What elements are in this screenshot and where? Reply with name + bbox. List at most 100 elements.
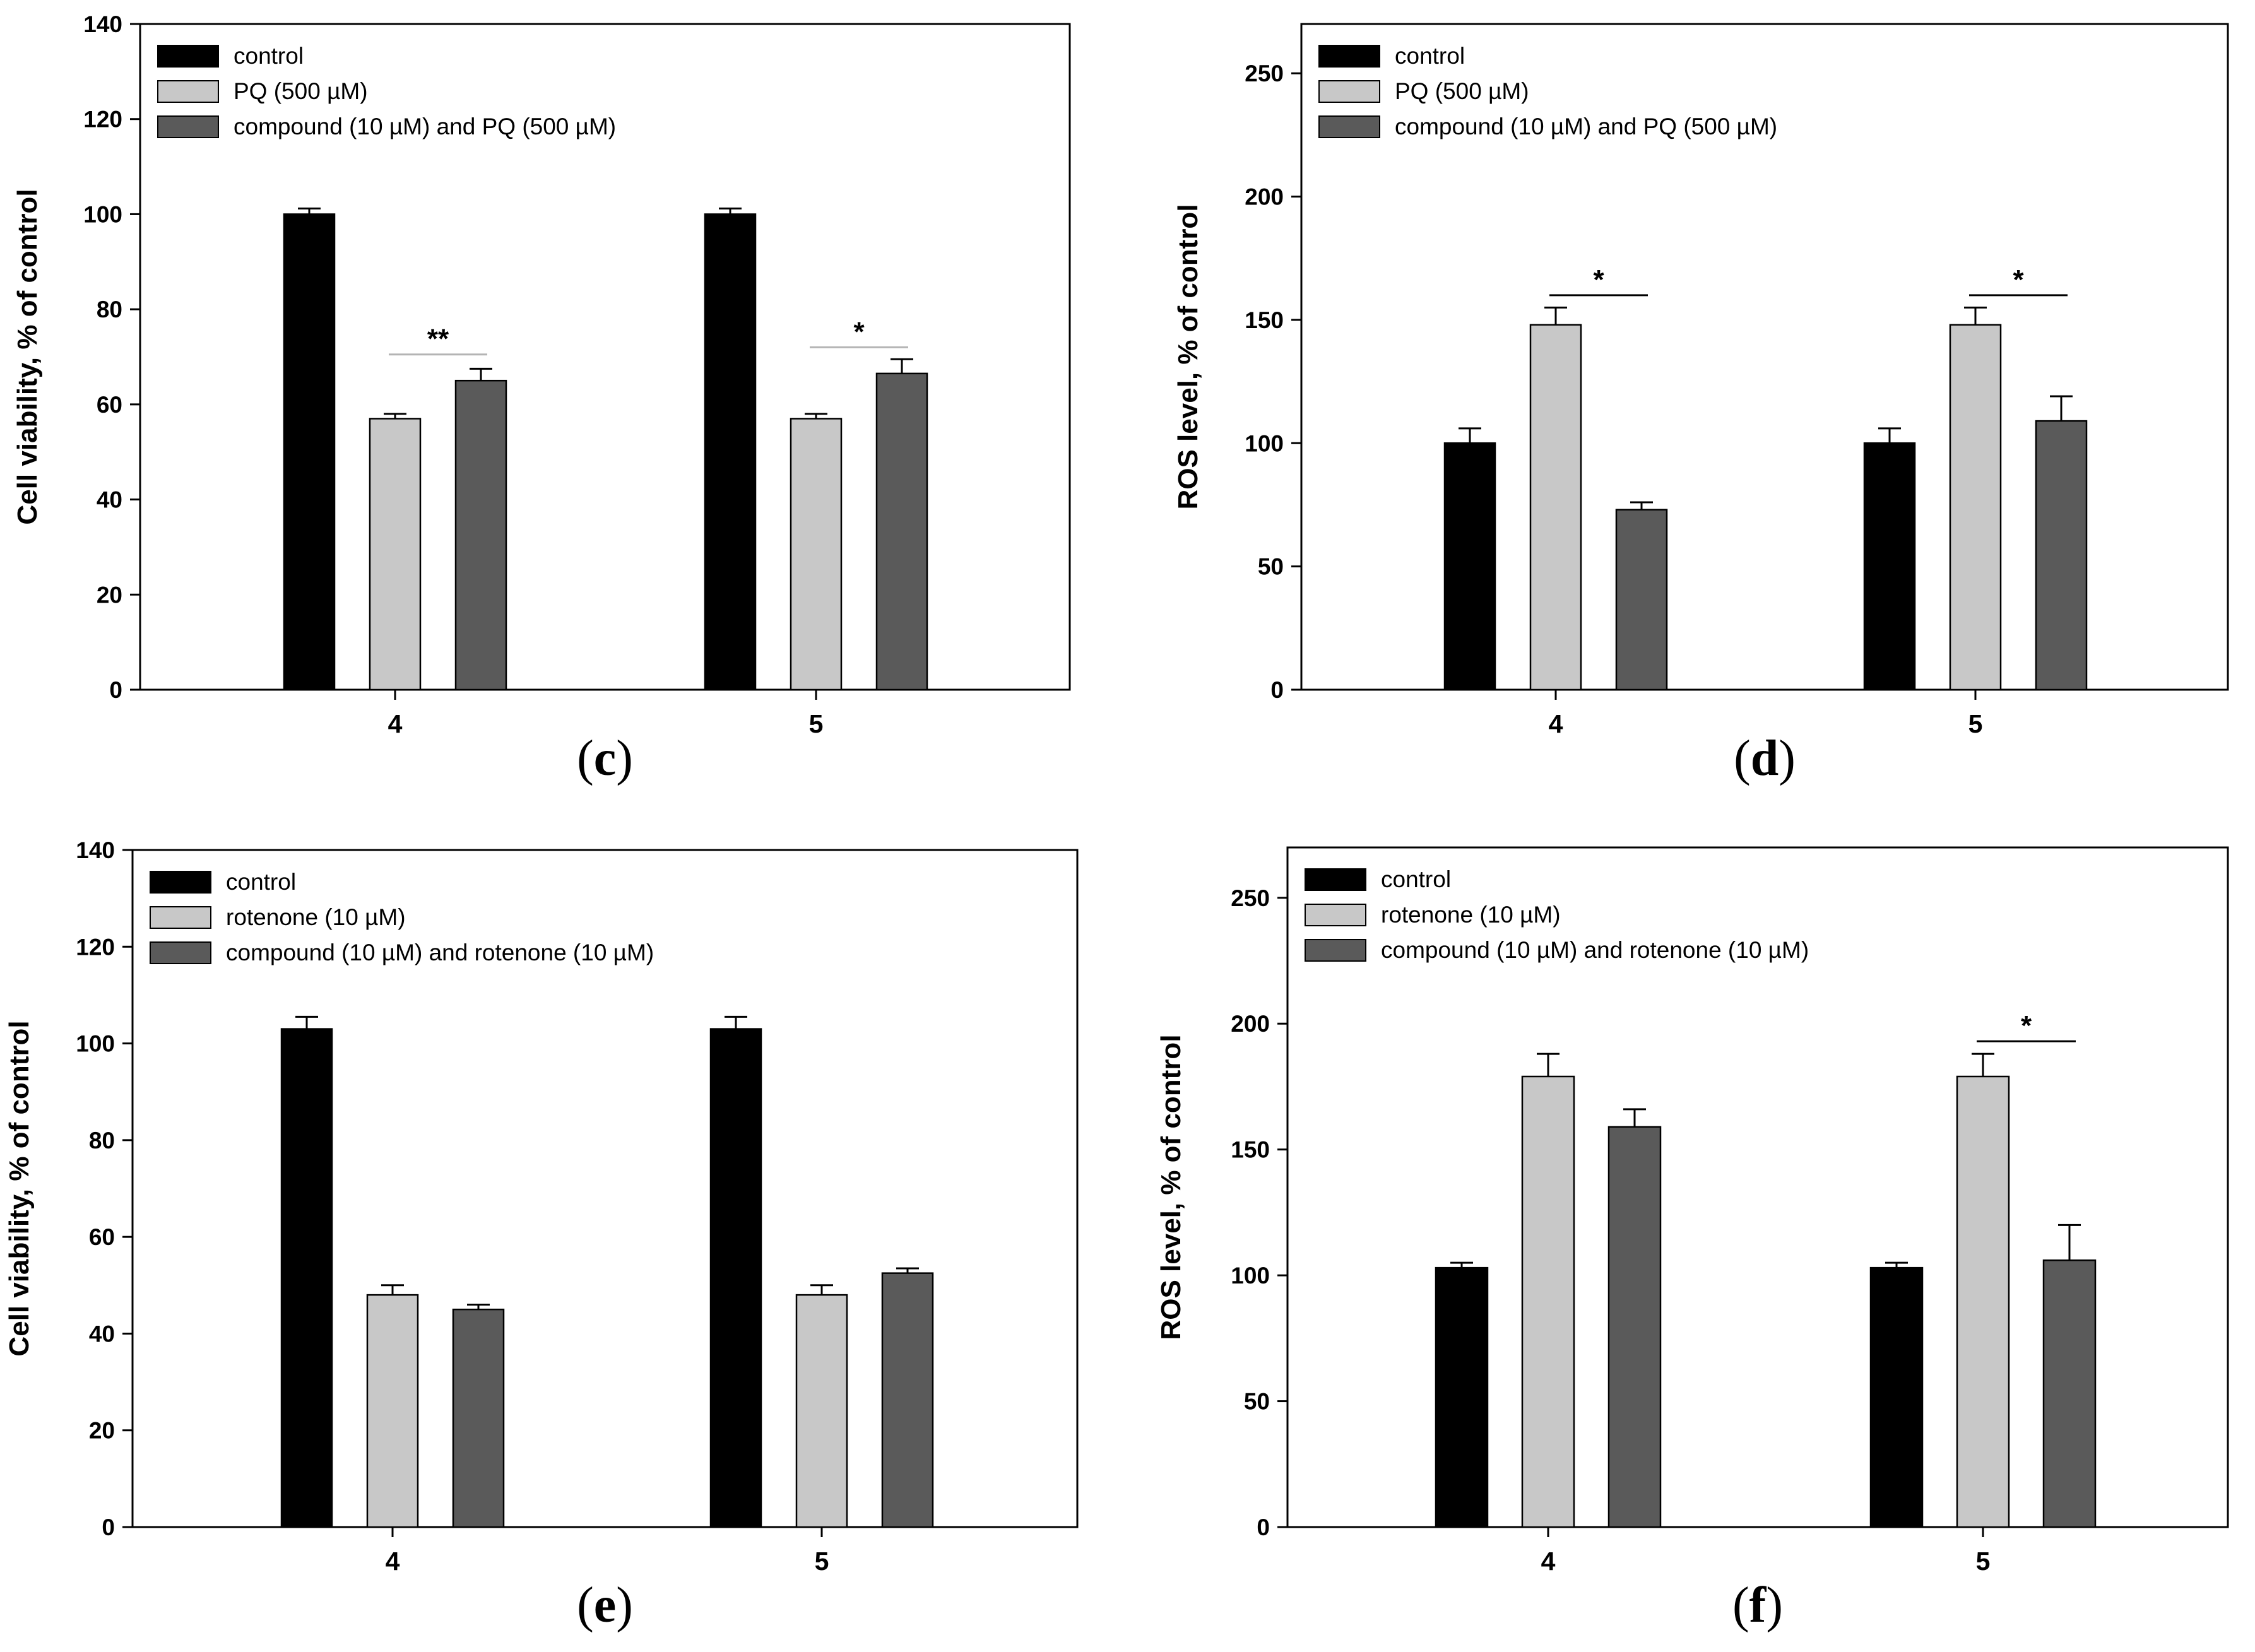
panel-e-ytick-label: 100 (76, 1031, 115, 1057)
panel-f-label: (f) (1732, 1578, 1783, 1633)
panel-f-bar (1521, 1075, 1575, 1528)
panel-c-legend: control PQ (500 µM) compound (10 µM) and P… (157, 43, 616, 139)
panel-f-legend-label: control (1381, 866, 1451, 892)
panel-c-significance-marker: * (853, 316, 865, 347)
panel-c-bar (454, 379, 507, 691)
panel-c-ytick-label: 20 (97, 582, 122, 608)
panel-d-ylabel: ROS level, % of control (1173, 204, 1204, 509)
panel-d-bar (2035, 420, 2088, 691)
panel-e-bar (366, 1294, 419, 1528)
panel-c-ytick-label: 120 (83, 107, 122, 133)
panel-e-bar (881, 1272, 934, 1528)
panel-f-significance-marker: * (2021, 1010, 2032, 1041)
panel-f-ytick-label: 150 (1231, 1137, 1270, 1163)
panel-c-ytick-label: 60 (97, 392, 122, 418)
panel-d-ytick-label: 100 (1245, 430, 1284, 456)
panel-c-bar (369, 418, 422, 691)
panel-e-label-letter: e (594, 1578, 617, 1633)
panel-d-ytick-label: 200 (1245, 184, 1284, 210)
panel-c-legend-swatch (157, 80, 219, 103)
panel-f: 0 50 100 150 200 250 ROS level, % of control 4 5… (1156, 846, 2229, 1633)
panel-c-bar (875, 372, 928, 691)
panel-c-label: (c) (577, 731, 633, 786)
panel-f-ylabel: ROS level, % of control (1156, 1034, 1187, 1340)
panel-d-category-label: 4 (1549, 709, 1563, 738)
panel-c-ytick-label: 40 (97, 487, 122, 513)
panel-f-legend-swatch (1305, 904, 1366, 926)
panel-e-legend-label: control (226, 869, 296, 895)
panel-e-legend-swatch (150, 906, 211, 929)
panel-f-category-label: 5 (1976, 1547, 1991, 1576)
panel-e-frame (131, 849, 1079, 1528)
panel-c-legend-label: PQ (500 µM) (234, 78, 368, 104)
panel-e-ytick-label: 60 (89, 1224, 115, 1250)
panel-e-legend-label: compound (10 µM) and rotenone (10 µM) (226, 940, 654, 965)
panel-d-label-letter: d (1751, 731, 1779, 786)
panel-d-label: (d) (1734, 731, 1796, 786)
panel-e: 0 20 40 60 80 100 120 140 Cell viability, % of c… (4, 837, 1079, 1633)
panel-e-ytick-label: 40 (89, 1321, 115, 1347)
panel-e-label: (e) (577, 1578, 633, 1633)
panel-f-legend-label: rotenone (10 µM) (1381, 902, 1561, 928)
panel-f-label-letter: f (1749, 1578, 1767, 1633)
panel-c-category-label: 5 (809, 709, 824, 738)
panel-e-ytick-label: 0 (102, 1514, 115, 1540)
panel-f-legend: control rotenone (10 µM) compound (10 µM) … (1305, 866, 1809, 963)
panel-f-frame (1286, 846, 2229, 1528)
panel-e-category-label: 5 (815, 1547, 829, 1576)
panel-f-legend-swatch (1305, 939, 1366, 962)
panel-f-bar (1435, 1266, 1489, 1528)
panel-d-significance-marker: * (2013, 264, 2024, 295)
panel-e-legend-label: rotenone (10 µM) (226, 904, 406, 930)
panel-d-category-label: 5 (1968, 709, 1983, 738)
panel-c-significance-marker: ** (427, 324, 449, 355)
panel-d-legend-swatch (1318, 45, 1380, 68)
panel-f-ytick-label: 100 (1231, 1263, 1270, 1289)
panel-d-legend-label: PQ (500 µM) (1395, 78, 1529, 104)
panel-e-legend-swatch (150, 941, 211, 964)
panel-f-ytick-label: 250 (1231, 885, 1270, 911)
panel-d-ytick-label: 150 (1245, 307, 1284, 333)
panel-e-legend: control rotenone (10 µM) compound (10 µM) … (150, 869, 654, 965)
panel-c-ytick-label: 100 (83, 201, 122, 227)
panel-d-ytick-label: 250 (1245, 61, 1284, 86)
panel-f-legend-label: compound (10 µM) and rotenone (10 µM) (1381, 937, 1809, 963)
panel-e-category-label: 4 (386, 1547, 400, 1576)
panel-e-bar (795, 1294, 848, 1528)
panel-e-ytick-label: 120 (76, 934, 115, 960)
panel-e-bar (452, 1308, 505, 1528)
panel-f-ytick-label: 0 (1257, 1514, 1270, 1540)
panel-d-bar (1529, 324, 1582, 691)
panel-f-bar (1956, 1075, 2010, 1528)
panel-e-ytick-label: 20 (89, 1418, 115, 1444)
panel-d-legend: control PQ (500 µM) compound (10 µM) and P… (1318, 43, 1777, 139)
panel-c-ytick-label: 80 (97, 297, 122, 322)
panel-d-ytick-label: 0 (1270, 677, 1284, 703)
panel-e-legend-swatch (150, 871, 211, 894)
panel-d-legend-label: control (1395, 43, 1465, 69)
panel-d-bar (1949, 324, 2002, 691)
panel-c-legend-swatch (157, 115, 219, 138)
panel-c-ytick-label: 140 (83, 11, 122, 37)
panel-f-category-label: 4 (1541, 1547, 1556, 1576)
panel-f-ytick-label: 200 (1231, 1011, 1270, 1037)
panel-c-bar (790, 418, 843, 691)
panel-f-bar (1869, 1266, 1924, 1528)
panel-d-bar (1443, 442, 1496, 691)
panel-f-bar (2042, 1259, 2097, 1528)
panel-c-ylabel: Cell viability, % of control (12, 189, 43, 524)
panel-d-frame (1300, 23, 2229, 691)
panel-d-bar (1615, 509, 1668, 691)
panel-e-bar (280, 1028, 333, 1528)
panel-d-legend-label: compound (10 µM) and PQ (500 µM) (1395, 114, 1777, 139)
panel-c-frame (139, 23, 1071, 691)
panel-e-ylabel: Cell viability, % of control (4, 1020, 35, 1356)
panel-c-bar (283, 213, 336, 691)
panel-c-label-letter: c (594, 731, 617, 786)
panel-c-legend-label: compound (10 µM) and PQ (500 µM) (234, 114, 616, 139)
panel-c-category-label: 4 (388, 709, 403, 738)
panel-e-bar (709, 1028, 762, 1528)
panel-e-ytick-label: 80 (89, 1128, 115, 1153)
panel-c: 0 20 40 60 80 100 120 140 Cell viability, % of c… (12, 11, 1071, 786)
panel-c-bar (704, 213, 757, 691)
